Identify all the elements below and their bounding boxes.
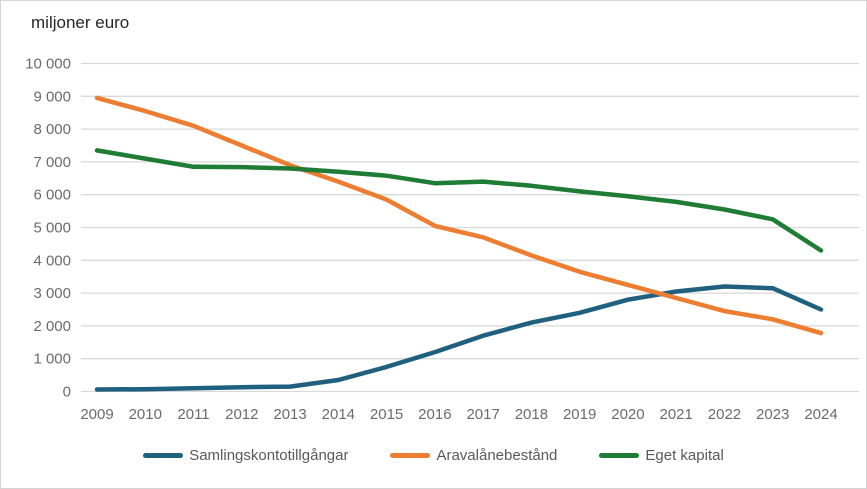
- y-axis-tick-label: 7 000: [33, 154, 71, 171]
- x-axis-tick-label: 2019: [563, 406, 596, 423]
- x-axis-tick-label: 2009: [80, 406, 113, 423]
- x-axis-tick-label: 2024: [804, 406, 837, 423]
- legend-label: Samlingskontotillgångar: [189, 447, 349, 464]
- y-axis-tick-label: 4 000: [33, 252, 71, 269]
- y-axis-tick-label: 2 000: [33, 318, 71, 335]
- x-axis-tick-label: 2010: [129, 406, 162, 423]
- x-axis-tick-label: 2016: [418, 406, 451, 423]
- x-axis-tick-label: 2011: [177, 406, 209, 423]
- y-axis-tick-label: 0: [63, 384, 71, 401]
- legend-label: Eget kapital: [645, 447, 724, 464]
- legend-item: Aravalånebestånd: [390, 447, 557, 464]
- x-axis-tick-label: 2020: [611, 406, 644, 423]
- x-axis-tick-label: 2012: [225, 406, 258, 423]
- y-axis-tick-label: 10 000: [25, 56, 71, 73]
- series-line-samlingskontotillg-ngar: [94, 284, 824, 392]
- legend-item: Samlingskontotillgångar: [143, 447, 348, 464]
- legend-line-swatch: [390, 453, 431, 458]
- x-axis-tick-label: 2018: [515, 406, 548, 423]
- legend-line-swatch: [143, 453, 184, 458]
- legend-line-swatch: [599, 453, 640, 458]
- y-axis-tick-label: 1 000: [33, 351, 71, 368]
- legend-item: Eget kapital: [599, 447, 724, 464]
- series-line-eget-kapital: [94, 148, 824, 253]
- x-axis-tick-label: 2021: [660, 406, 693, 423]
- y-axis-tick-label: 8 000: [33, 121, 71, 138]
- y-axis-tick-label: 9 000: [33, 88, 71, 105]
- series-line-araval-nebest-nd: [94, 95, 824, 336]
- x-axis-tick-label: 2015: [370, 406, 403, 423]
- x-axis-tick-label: 2014: [322, 406, 355, 423]
- x-axis-tick-label: 2017: [466, 406, 499, 423]
- y-axis-tick-label: 3 000: [33, 285, 71, 302]
- x-axis-tick-label: 2022: [708, 406, 741, 423]
- chart-title: miljoner euro: [31, 13, 130, 32]
- x-axis-tick-label: 2013: [273, 406, 306, 423]
- legend-label: Aravalånebestånd: [436, 447, 558, 464]
- x-axis-tick-label: 2023: [756, 406, 789, 423]
- y-axis-tick-label: 6 000: [33, 187, 71, 204]
- legend: Samlingskontotillgångar Aravalånebestånd E…: [1, 447, 866, 464]
- y-axis-tick-label: 5 000: [33, 220, 71, 237]
